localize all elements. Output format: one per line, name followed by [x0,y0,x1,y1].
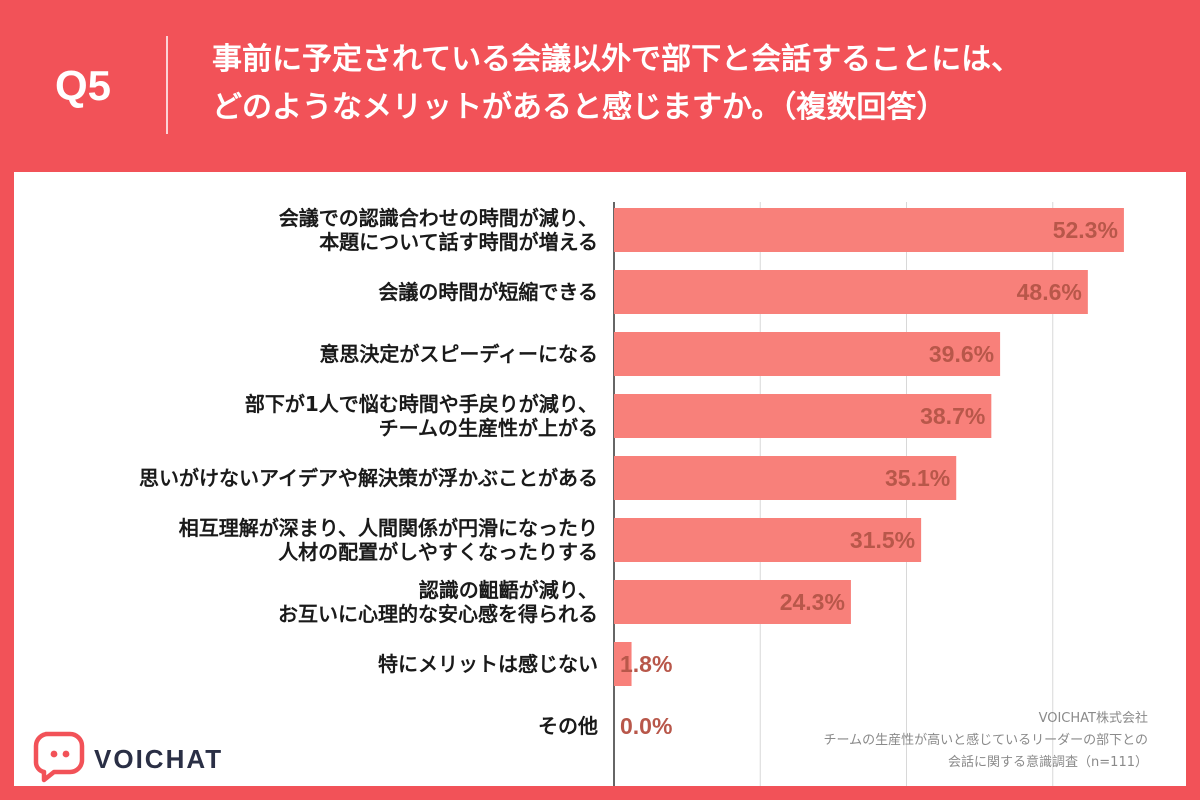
question-title-line-2: どのようなメリットがあると感じますか。（複数回答） [212,90,947,125]
question-number: Q5 [55,62,112,109]
bar-7 [614,580,851,624]
category-label-7-line-2: お互いに心理的な安心感を得られる [278,602,598,626]
bar-8 [614,642,632,686]
bar-5 [614,456,957,500]
voichat-logo-text: VOICHAT [94,744,224,774]
source-company: VOICHAT株式会社 [1038,711,1148,726]
category-label-4-line-2: チームの生産性が上がる [379,416,598,440]
value-label-6: 31.5% [850,527,915,553]
value-label-3: 39.6% [929,341,994,367]
category-label-1-line-2: 本題について話す時間が増える [319,230,598,254]
value-label-5: 35.1% [885,465,950,491]
category-label-6-line-2: 人材の配置がしやすくなったりする [278,540,598,564]
category-label-1-line-1: 会議での認識合わせの時間が減り、 [279,206,598,230]
source-survey-line-1: チームの生産性が高いと感じているリーダーの部下との [823,733,1148,748]
category-label-3: 意思決定がスピーディーになる [319,342,598,366]
bar-3 [614,332,1001,376]
category-label-5: 思いがけないアイデアや解決策が浮かぶことがある [139,466,598,490]
source-note: VOICHAT株式会社 チームの生産性が高いと感じているリーダーの部下との 会話… [824,708,1148,774]
header-divider [166,36,168,134]
bar-2 [614,270,1088,314]
value-label-7: 24.3% [780,589,845,615]
value-label-1: 52.3% [1053,217,1118,243]
bar-4 [614,394,992,438]
bar-chart: 52.3% 会議での認識合わせの時間が減り、本題について話す時間が増える 48.6%… [139,202,1124,786]
value-label-8: 1.8% [620,651,672,677]
voichat-speech-bubble-icon [33,731,85,783]
question-title: 事前に予定されている会議以外で部下と会話することには、 どのようなメリットがある… [212,36,1021,132]
category-label-8: 特にメリットは感じない [378,652,598,676]
bar-6 [614,518,922,562]
category-label-6-line-1: 相互理解が深まり、人間関係が円滑になったり [179,516,598,540]
voichat-logo: VOICHAT [32,728,221,788]
value-label-4: 38.7% [920,403,985,429]
category-label-7-line-1: 認識の齟齬が減り、 [419,578,598,602]
question-title-line-1: 事前に予定されている会議以外で部下と会話することには、 [212,42,1022,77]
value-label-9: 0.0% [620,713,672,739]
category-label-2: 会議の時間が短縮できる [378,280,598,304]
bar-1 [614,208,1124,252]
category-label-4-line-1: 部下が1人で悩む時間や手戻りが減り、 [245,392,598,416]
category-label-9: その他 [538,714,598,738]
chart-panel: 52.3% 会議での認識合わせの時間が減り、 本題について話す時間が増える 48.6%… [14,172,1186,786]
value-label-2: 48.6% [1017,279,1082,305]
source-survey-line-2: 会話に関する意識調査（n=111） [948,755,1148,770]
